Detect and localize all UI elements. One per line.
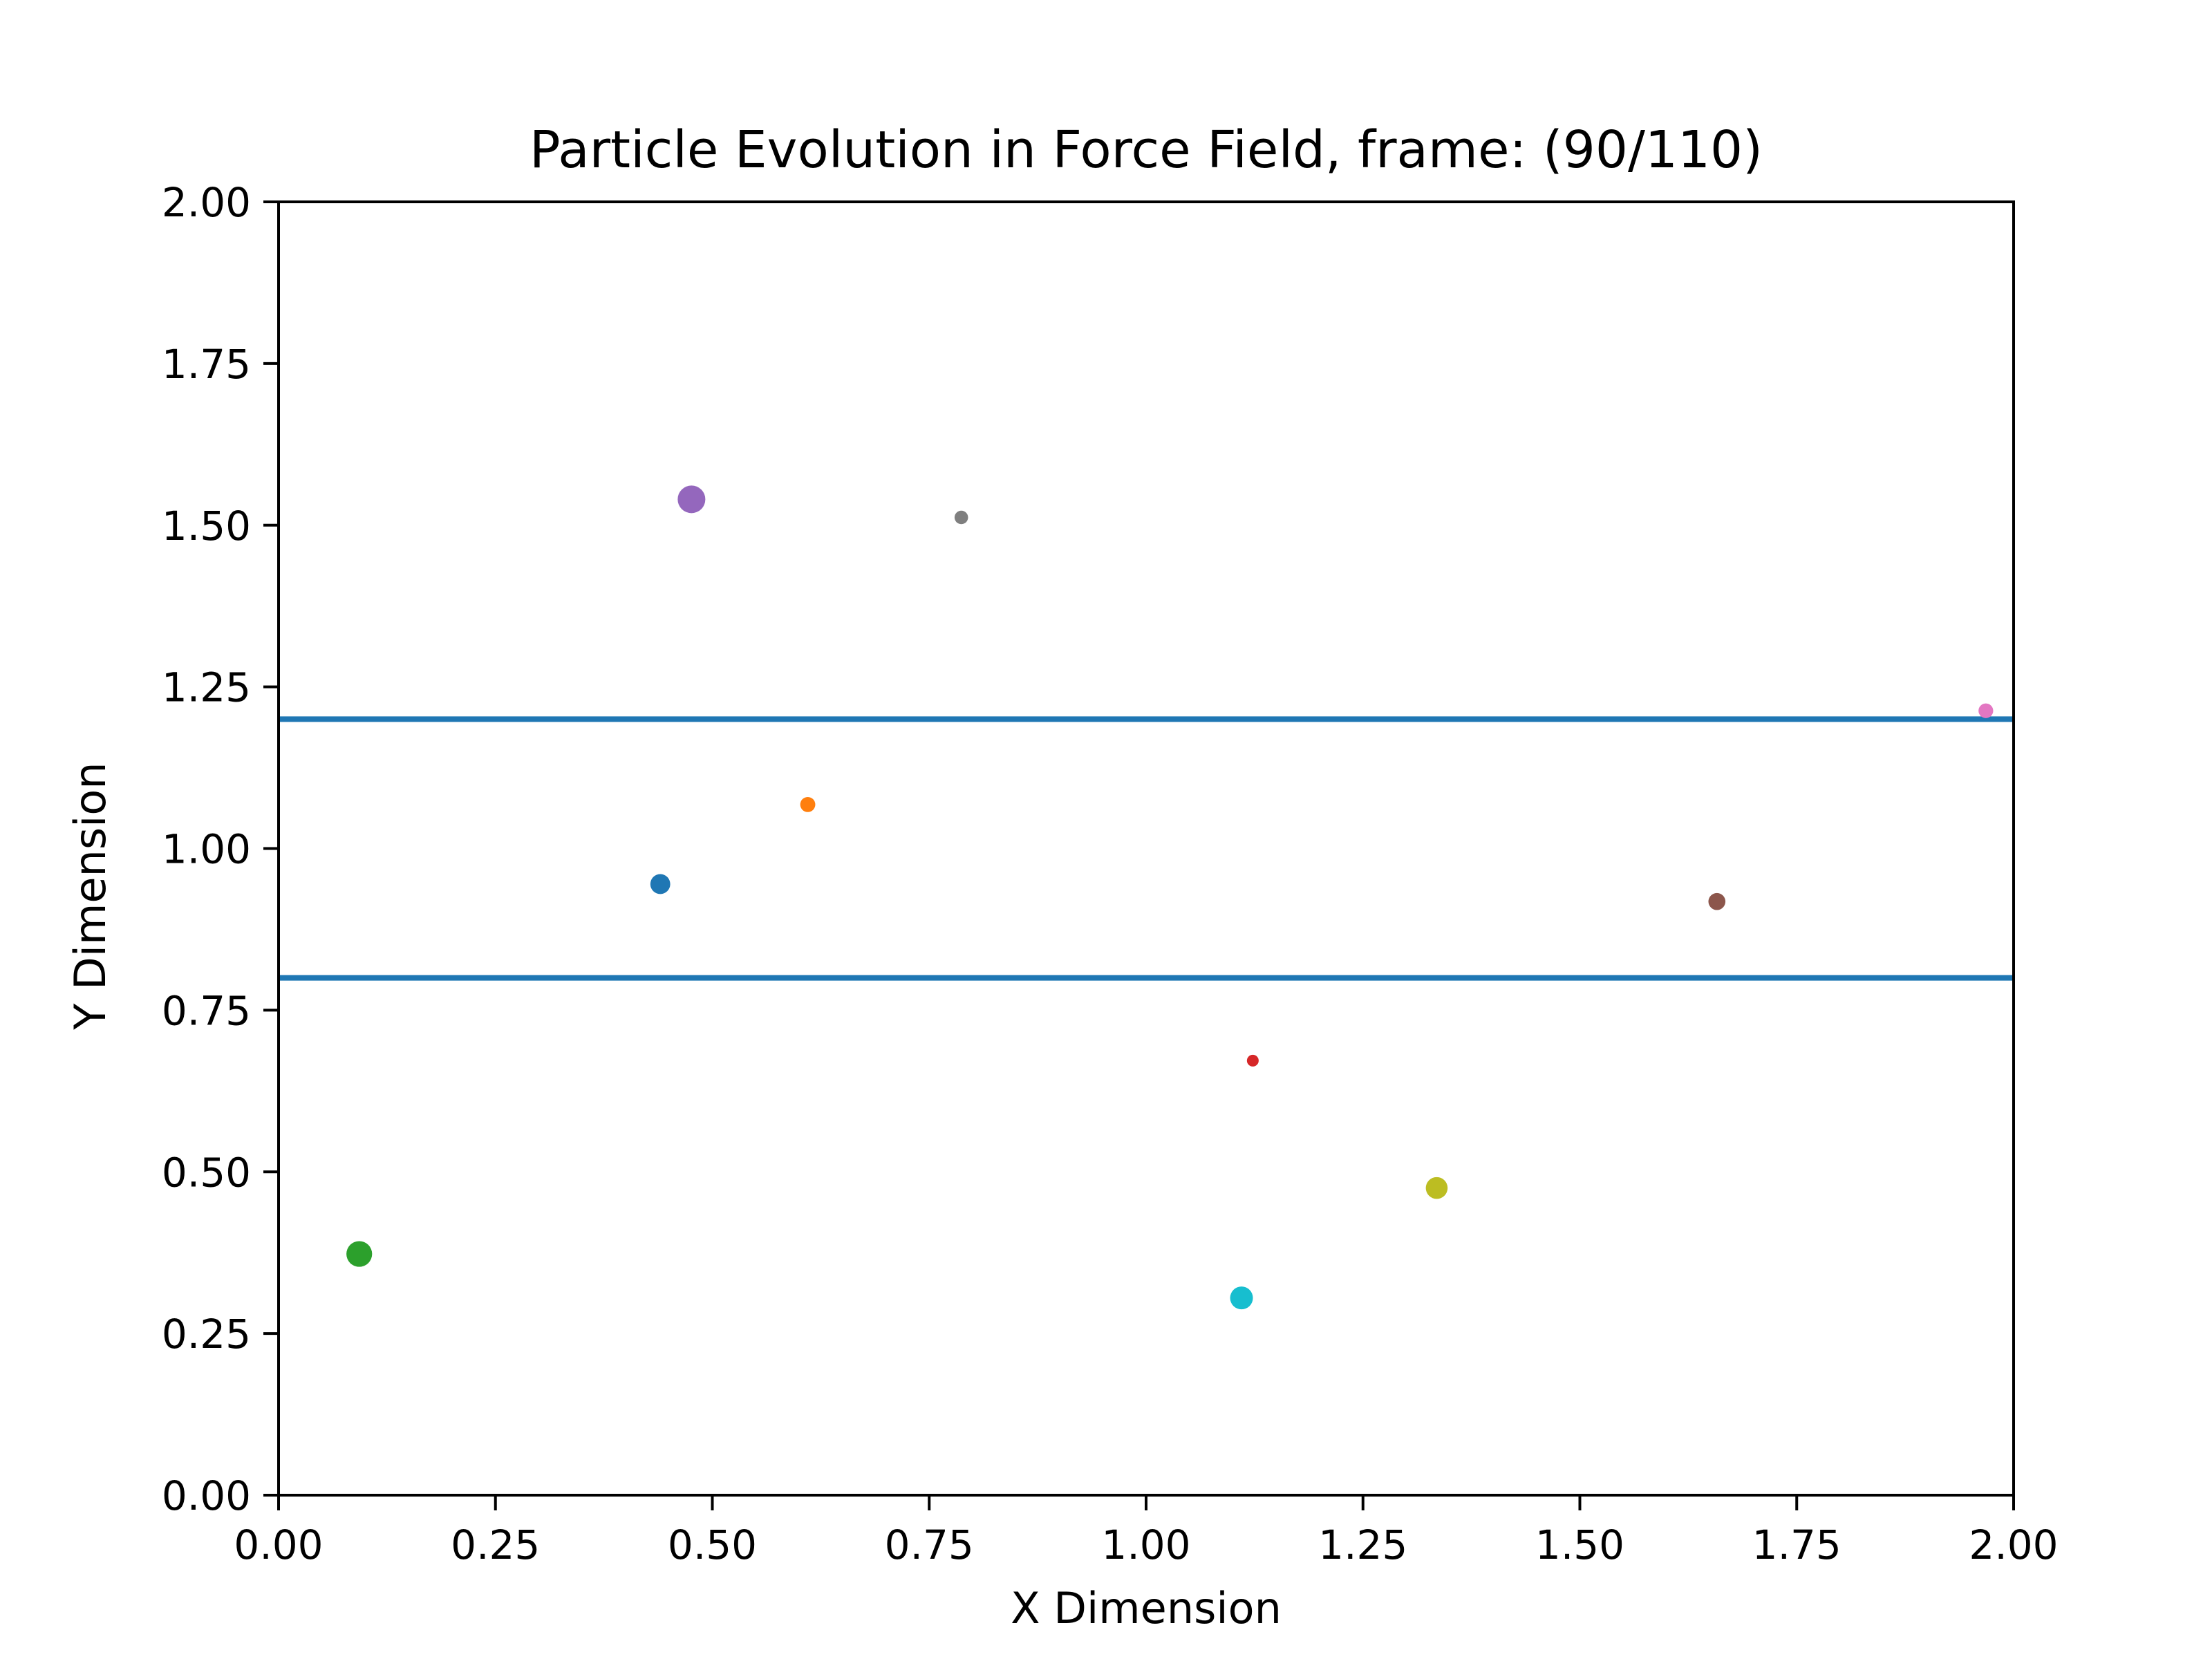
chart-title: Particle Evolution in Force Field, frame… [529,120,1763,180]
y-tick-label: 0.25 [162,1311,251,1358]
x-tick-label: 0.25 [451,1521,540,1568]
plot-area [279,485,2014,1310]
particle-point-5 [677,485,706,514]
particle-point-8 [954,510,968,525]
x-tick-label: 2.00 [1969,1521,2058,1568]
y-tick-label: 0.75 [162,987,251,1034]
particle-point-3 [346,1241,373,1267]
x-axis: 0.00 0.25 0.50 0.75 1.00 1.25 1.50 1.75 2.00 [234,1495,2059,1568]
y-tick-label: 0.50 [162,1149,251,1196]
particle-point-1 [650,874,671,894]
y-tick-label: 0.00 [162,1472,251,1519]
x-tick-label: 1.50 [1535,1521,1624,1568]
y-tick-label: 1.50 [162,503,251,550]
x-tick-label: 1.00 [1101,1521,1190,1568]
particle-point-6 [1708,892,1726,910]
x-tick-label: 0.50 [668,1521,757,1568]
particle-point-10 [1230,1286,1253,1310]
x-axis-label: X Dimension [1011,1583,1282,1633]
y-tick-label: 1.25 [162,664,251,711]
x-tick-label: 0.75 [885,1521,974,1568]
particle-point-7 [1978,703,1994,718]
particle-point-2 [800,796,816,812]
y-tick-label: 2.00 [162,179,251,226]
x-tick-label: 1.75 [1752,1521,1841,1568]
particle-point-4 [1246,1054,1259,1067]
y-axis-label: Y Dimension [65,762,115,1030]
y-axis: 0.00 0.25 0.50 0.75 1.00 1.25 1.50 1.75 2.00 [162,179,279,1519]
y-tick-label: 1.00 [162,826,251,873]
x-tick-label: 1.25 [1318,1521,1407,1568]
y-tick-label: 1.75 [162,341,251,388]
particle-point-9 [1425,1177,1448,1199]
x-tick-label: 0.00 [234,1521,323,1568]
